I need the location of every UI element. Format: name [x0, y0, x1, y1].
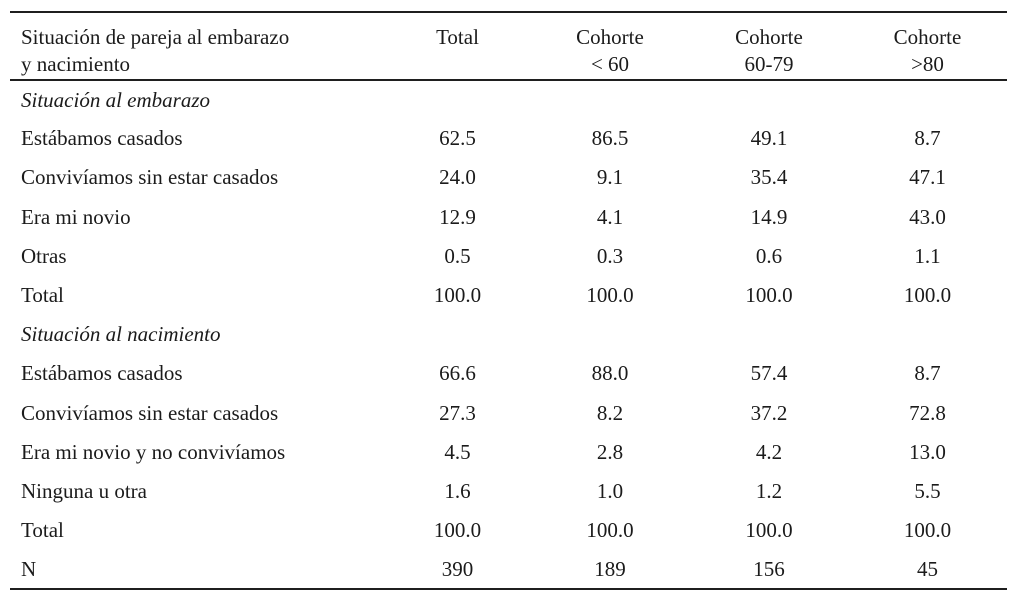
cell-value: 4.2: [755, 439, 783, 464]
row-label: Estábamos casados: [21, 126, 183, 151]
table-row: Ninguna u otra 1.6 1.0 1.2 5.5: [10, 472, 1007, 511]
cell-value: 100.0: [903, 283, 952, 308]
cell-value: 9.1: [596, 165, 624, 190]
cell-value: 12.9: [439, 204, 476, 229]
cell-value: 390: [385, 550, 530, 591]
cell-value: 1.0: [596, 478, 624, 503]
cell-value: 1.2: [755, 478, 783, 503]
table-row: Otras 0.5 0.3 0.6 1.1: [10, 237, 1007, 276]
cell-value: 1.6: [444, 478, 471, 503]
table-header: Situación de pareja al embarazo y nacimi…: [10, 11, 1007, 81]
cell-value: 45: [848, 550, 1007, 591]
cell-value: 35.4: [750, 165, 788, 190]
row-label: Total: [21, 518, 64, 543]
table-row: Convivíamos sin estar casados 24.0 9.1 3…: [10, 158, 1007, 197]
cell-value: 66.6: [439, 361, 476, 386]
row-label: Ninguna u otra: [21, 478, 147, 503]
section-label: Situación al nacimiento: [21, 322, 221, 347]
section-row-nacimiento: Situación al nacimiento: [10, 315, 1007, 354]
column-header-total: Total: [385, 11, 530, 81]
cell-value: 100.0: [433, 283, 482, 308]
column-header-cohort-60-79: Cohorte 60-79: [690, 11, 848, 81]
cell-value: 100.0: [433, 518, 482, 543]
cell-value: 14.9: [750, 204, 788, 229]
column-header-cohort-under60: Cohorte < 60: [530, 11, 690, 81]
cell-value: 27.3: [439, 400, 476, 425]
table-row-total: Total 100.0 100.0 100.0 100.0: [10, 276, 1007, 315]
cell-value: 37.2: [750, 400, 788, 425]
cell-value: 49.1: [750, 126, 788, 151]
cell-value: 8.7: [914, 361, 941, 386]
column-header-label: Situación de pareja al embarazo y nacimi…: [10, 11, 385, 81]
section-row-embarazo: Situación al embarazo: [10, 80, 1007, 119]
cell-value: 13.0: [909, 439, 946, 464]
cell-value: 0.6: [755, 243, 783, 268]
cell-value: 88.0: [591, 361, 629, 386]
cell-value: 4.5: [444, 439, 471, 464]
cell-value: 156: [690, 550, 848, 591]
row-label: Era mi novio y no convivíamos: [21, 439, 286, 464]
row-label: Convivíamos sin estar casados: [21, 400, 279, 425]
header-label-line1: Situación de pareja al embarazo: [21, 25, 290, 49]
cell-value: 1.1: [914, 243, 941, 268]
table-row: Convivíamos sin estar casados 27.3 8.2 3…: [10, 394, 1007, 433]
row-label: Total: [21, 283, 64, 308]
cell-value: 43.0: [909, 204, 946, 229]
cell-value: 189: [530, 550, 690, 591]
cell-value: 100.0: [586, 518, 634, 543]
table-body: Situación al embarazo Estábamos casados …: [10, 80, 1007, 591]
table-row: Era mi novio 12.9 4.1 14.9 43.0: [10, 198, 1007, 237]
row-label: Convivíamos sin estar casados: [21, 165, 279, 190]
cell-value: 100.0: [745, 283, 793, 308]
table-row: Estábamos casados 62.5 86.5 49.1 8.7: [10, 119, 1007, 158]
cell-value: 57.4: [750, 361, 788, 386]
cell-value: 72.8: [909, 400, 946, 425]
cell-value: 47.1: [909, 165, 946, 190]
row-label: Otras: [21, 243, 67, 268]
cell-value: 0.3: [596, 243, 624, 268]
column-header-cohort-over80: Cohorte >80: [848, 11, 1007, 81]
row-label: Era mi novio: [21, 204, 131, 229]
header-label-line2: y nacimiento: [21, 52, 131, 76]
cell-value: 100.0: [903, 518, 952, 543]
cell-value: 24.0: [439, 165, 476, 190]
table-row: Estábamos casados 66.6 88.0 57.4 8.7: [10, 354, 1007, 393]
table-row: Era mi novio y no convivíamos 4.5 2.8 4.…: [10, 433, 1007, 472]
cell-value: 62.5: [439, 126, 476, 151]
cell-value: 100.0: [745, 518, 793, 543]
cell-value: 2.8: [596, 439, 624, 464]
cell-value: 0.5: [444, 243, 471, 268]
table-row-total: Total 100.0 100.0 100.0 100.0: [10, 511, 1007, 550]
row-label: N: [10, 550, 385, 591]
cell-value: 8.7: [914, 126, 941, 151]
header-row: Situación de pareja al embarazo y nacimi…: [10, 11, 1007, 81]
partnership-status-table: Situación de pareja al embarazo y nacimi…: [10, 11, 1007, 591]
cell-value: 5.5: [914, 478, 941, 503]
cell-value: 86.5: [591, 126, 629, 151]
cell-value: 100.0: [586, 283, 634, 308]
row-label: Estábamos casados: [21, 361, 183, 386]
section-label: Situación al embarazo: [21, 87, 210, 112]
cell-value: 4.1: [596, 204, 624, 229]
table-row-n: N 390 189 156 45: [10, 550, 1007, 591]
cell-value: 8.2: [596, 400, 624, 425]
